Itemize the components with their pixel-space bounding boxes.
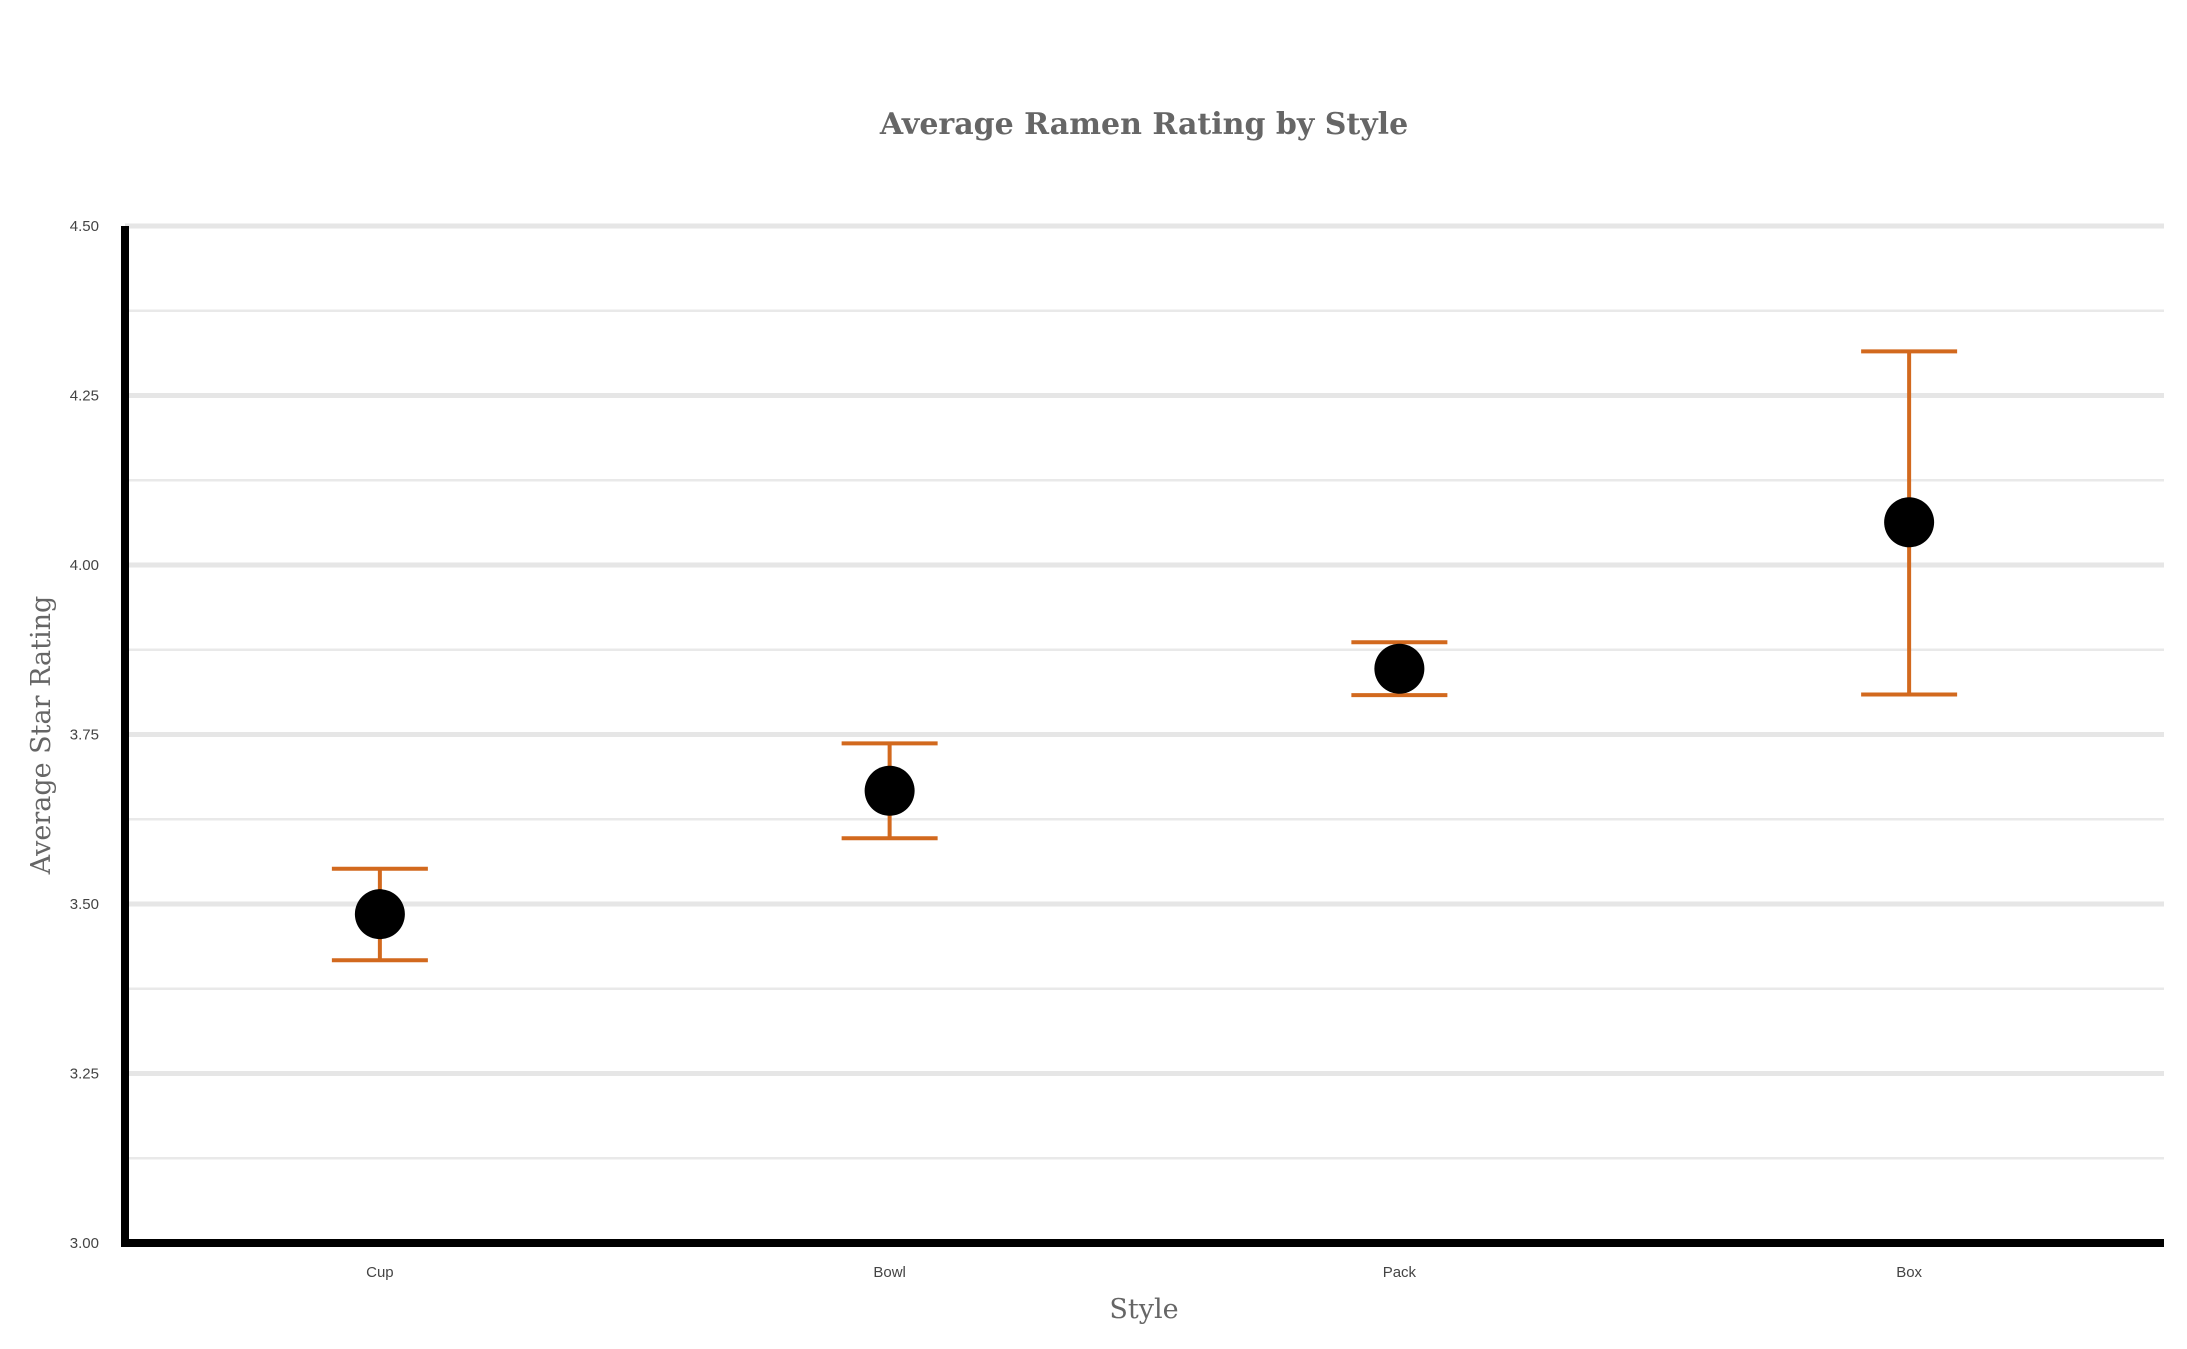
y-tick-label: 3.75 — [70, 727, 99, 744]
y-tick-label: 4.00 — [70, 557, 99, 574]
x-tick-label: Box — [1896, 1264, 1922, 1281]
y-tick-labels: 3.00 3.25 3.50 3.75 4.00 4.25 4.50 — [70, 218, 99, 1252]
data-point-pack — [1374, 643, 1425, 694]
y-axis-title: Average Star Rating — [26, 596, 57, 876]
x-tick-label: Cup — [366, 1264, 394, 1281]
data-point-bowl — [864, 765, 915, 816]
y-tick-label: 3.50 — [70, 896, 99, 913]
data-point-cup — [354, 889, 405, 940]
x-tick-labels: Cup Bowl Pack Box — [366, 1264, 1922, 1281]
x-axis-title: Style — [1109, 1294, 1178, 1325]
y-tick-label: 4.25 — [70, 388, 99, 405]
grid-lines — [125, 223, 2164, 1160]
data-point-box — [1884, 497, 1935, 548]
x-tick-label: Pack — [1383, 1264, 1417, 1281]
y-tick-label: 3.00 — [70, 1235, 99, 1252]
data-marks — [331, 349, 1958, 963]
y-tick-label: 3.25 — [70, 1066, 99, 1083]
y-tick-label: 4.50 — [70, 218, 99, 235]
x-tick-label: Bowl — [873, 1264, 906, 1281]
chart-title: Average Ramen Rating by Style — [879, 107, 1408, 142]
